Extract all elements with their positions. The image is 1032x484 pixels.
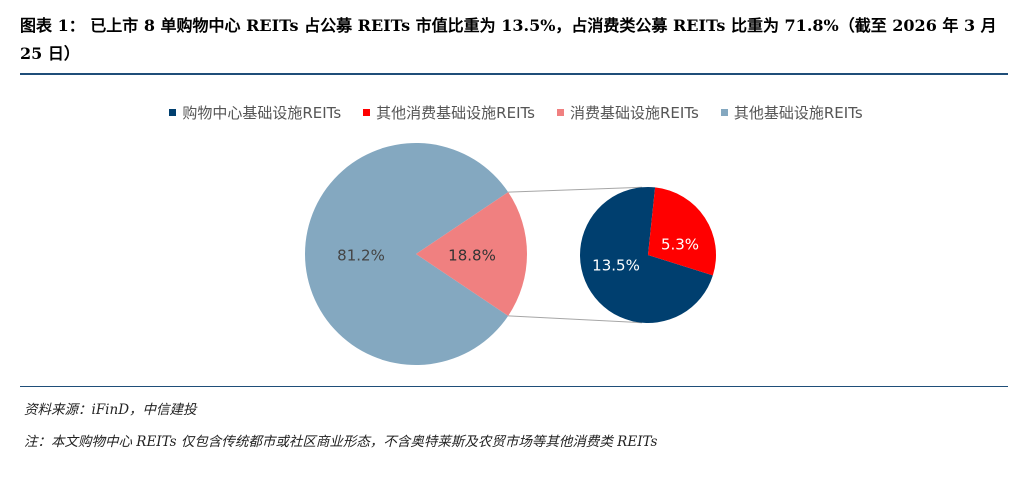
footer-divider: [20, 386, 1008, 387]
title-divider: [20, 73, 1008, 75]
legend-label: 消费基础设施REITs: [570, 104, 699, 122]
footnote: 注：本文购物中心 REITs 仅包含传统都市或社区商业形态，不含奥特莱斯及农贸市…: [24, 434, 658, 450]
connector-top: [508, 186, 643, 193]
slice-other-consumer: [648, 187, 716, 276]
legend-marker: [557, 109, 564, 116]
legend-item-other-consumer: 其他消费基础设施REITs: [363, 102, 535, 123]
chart-legend: 购物中心基础设施REITs 其他消费基础设施REITs 消费基础设施REITs …: [0, 102, 1032, 123]
data-label-shopping-center: 13.5%: [592, 257, 640, 275]
connector-lines: [508, 186, 643, 324]
slice-consumer: [416, 192, 527, 316]
data-label-other-infra: 81.2%: [337, 247, 385, 265]
legend-label: 其他基础设施REITs: [733, 104, 863, 122]
legend-label: 购物中心基础设施REITs: [182, 104, 342, 122]
legend-label: 其他消费基础设施REITs: [376, 104, 535, 122]
chart-title: 图表 1： 已上市 8 单购物中心 REITs 占公募 REITs 市值比重为 …: [20, 16, 997, 63]
legend-item-consumer: 消费基础设施REITs: [557, 102, 699, 123]
legend-item-shopping-center: 购物中心基础设施REITs: [169, 102, 341, 123]
legend-item-other-infra: 其他基础设施REITs: [720, 102, 863, 123]
secondary-pie: 13.5% 5.3%: [580, 187, 716, 323]
data-label-consumer: 18.8%: [448, 247, 496, 265]
legend-marker: [363, 109, 371, 116]
connector-bottom: [508, 315, 643, 324]
legend-marker: [720, 109, 728, 116]
slice-shopping-center: [580, 187, 713, 323]
data-label-other-consumer: 5.3%: [661, 236, 699, 254]
legend-marker: [169, 109, 177, 116]
source-note: 资料来源：iFinD，中信建投: [24, 402, 197, 418]
main-pie: 81.2% 18.8%: [305, 143, 527, 365]
slice-other-infra: [305, 143, 509, 365]
